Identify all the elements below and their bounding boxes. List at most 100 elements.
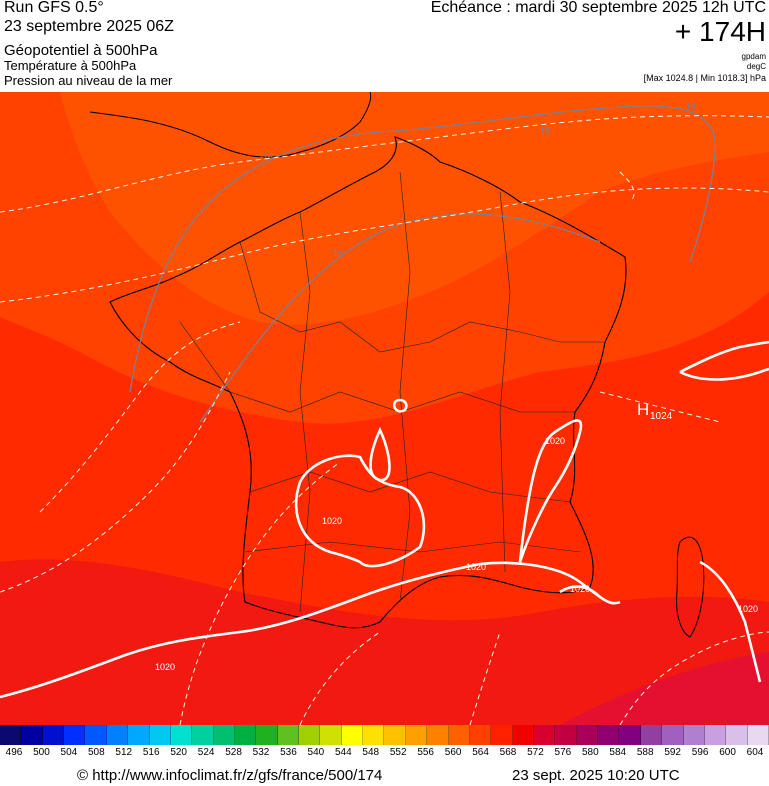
parameter-pressure: Pression au niveau de la mer — [4, 73, 173, 88]
field-band-580 — [0, 559, 769, 725]
color-scale-cell — [85, 725, 107, 745]
isobars — [0, 340, 769, 699]
color-scale-cell — [427, 725, 449, 745]
color-scale-cell — [384, 725, 406, 745]
color-scale-cell — [662, 725, 684, 745]
field-band-564 — [60, 92, 769, 325]
unit-geopotential: gpdam — [741, 52, 766, 61]
forecast-map[interactable]: -16 -16 -16 -16 1020 1020 1020 1020 1020… — [0, 92, 769, 725]
isotherm-label: -16 — [260, 152, 273, 162]
color-scale-cell — [106, 725, 129, 745]
color-scale-cell — [576, 725, 599, 745]
uk-coast — [89, 92, 372, 158]
color-scale-cell — [726, 725, 748, 745]
color-scale-label: 592 — [664, 747, 681, 758]
color-scale-cell — [448, 725, 470, 745]
color-scale-label: 532 — [252, 747, 270, 758]
color-scale-cell — [533, 725, 556, 745]
color-scale-cell — [21, 725, 43, 745]
color-scale-cell — [704, 725, 727, 745]
color-scale-label: 536 — [280, 747, 297, 758]
color-scale-label: 556 — [417, 747, 434, 758]
isotherm-label: -16 — [537, 126, 550, 136]
parameter-geopotential: Géopotentiel à 500hPa — [4, 42, 158, 59]
color-scale-cell — [277, 725, 300, 745]
color-scale-label: 604 — [746, 747, 764, 758]
color-scale-cell — [341, 725, 364, 745]
color-scale-label: 572 — [527, 747, 544, 758]
pressure-high-value: 1024 — [650, 411, 673, 422]
isobar-label: 1020 — [738, 604, 758, 614]
color-scale-cell — [747, 725, 769, 745]
color-scale-cell — [320, 725, 342, 745]
color-scale-label: 500 — [33, 747, 50, 758]
run-title: Run GFS 0.5° — [4, 0, 104, 16]
footer: © http://www.infoclimat.fr/z/gfs/france/… — [0, 766, 769, 786]
color-scale-cell — [213, 725, 235, 745]
color-scale-label: 524 — [197, 747, 215, 758]
color-scale-label: 540 — [307, 747, 325, 758]
run-date: 23 septembre 2025 06Z — [4, 18, 174, 35]
color-scale-cell — [0, 725, 22, 745]
pressure-high-symbol: H — [637, 400, 649, 419]
color-scale-cell — [64, 725, 86, 745]
color-scale-cell — [512, 725, 534, 745]
unit-temperature: degC — [746, 62, 766, 71]
color-scale-label: 600 — [719, 747, 736, 758]
isobar-label: 1020 — [570, 584, 590, 594]
pressure-range: [Max 1024.8 | Min 1018.3] hPa — [643, 73, 766, 83]
color-scale-label: 548 — [362, 747, 380, 758]
color-scale-cell — [491, 725, 513, 745]
color-scale-label: 588 — [636, 747, 654, 758]
isobar-label: 1020 — [545, 436, 565, 446]
copyright-link[interactable]: © http://www.infoclimat.fr/z/gfs/france/… — [77, 767, 383, 784]
field-band-584 — [560, 652, 769, 725]
forecast-valid-time: Echéance : mardi 30 septembre 2025 12h U… — [430, 0, 766, 16]
color-scale-cell — [128, 725, 150, 745]
isotherms — [129, 105, 716, 423]
color-scale-label: 496 — [5, 747, 23, 758]
color-scale-label: 508 — [87, 747, 105, 758]
color-scale-cell — [256, 725, 278, 745]
color-scale-label: 576 — [554, 747, 572, 758]
color-scale-label: 584 — [609, 747, 627, 758]
color-scale-cell — [192, 725, 214, 745]
chart-header: Run GFS 0.5° 23 septembre 2025 06Z Géopo… — [0, 0, 769, 92]
color-scale-label: 560 — [444, 747, 462, 758]
color-scale-label: 528 — [225, 747, 242, 758]
color-scale-cell — [598, 725, 620, 745]
color-scale-cell — [149, 725, 171, 745]
color-scale-label: 504 — [60, 747, 78, 758]
color-scale-cell — [683, 725, 705, 745]
color-scale-cell — [234, 725, 257, 745]
isobar-label: 1020 — [155, 662, 175, 672]
color-scale-cell — [640, 725, 663, 745]
color-scale-cell — [555, 725, 577, 745]
color-scale-cell — [469, 725, 492, 745]
isobar-label: 1020 — [322, 516, 342, 526]
color-scale-label: 520 — [170, 747, 187, 758]
lead-time: + 174H — [674, 16, 766, 47]
color-scale-label: 512 — [115, 747, 133, 758]
color-scale-cell — [42, 725, 65, 745]
color-scale-label: 552 — [389, 747, 407, 758]
color-scale-cell — [170, 725, 193, 745]
color-scale-cell — [299, 725, 321, 745]
color-scale-cell — [363, 725, 385, 745]
department-borders — [179, 171, 605, 613]
isotherm-label: -16 — [330, 248, 343, 258]
color-scale-label: 580 — [581, 747, 599, 758]
color-scale-label: 564 — [472, 747, 489, 758]
parameter-temperature: Température à 500hPa — [4, 58, 137, 73]
corsica-coast — [676, 536, 705, 638]
color-scale — [0, 725, 769, 745]
geopotential-contours — [0, 115, 769, 725]
color-scale-label: 516 — [142, 747, 160, 758]
isotherm-label: -16 — [683, 102, 696, 112]
generated-time: 23 sept. 2025 10:20 UTC — [512, 767, 680, 784]
color-scale-cell — [619, 725, 641, 745]
color-scale-label: 596 — [691, 747, 709, 758]
color-scale-ticks: 496 500 504 508 512 516 520 524 528 532 536 540 544 5… — [0, 747, 769, 761]
color-scale-label: 568 — [499, 747, 517, 758]
isobar-label: 1020 — [466, 562, 486, 572]
